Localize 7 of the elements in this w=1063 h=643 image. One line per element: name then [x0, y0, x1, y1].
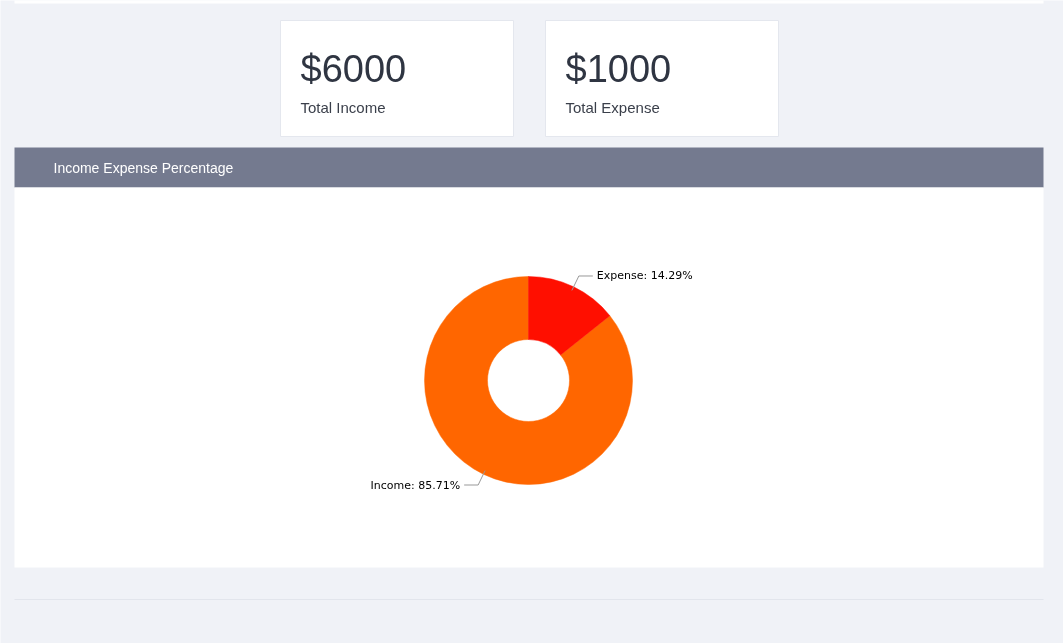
text: $1000 [565, 47, 672, 90]
slice-label: Expense: 14.29% [596, 269, 693, 283]
text: Total Expense [565, 99, 660, 116]
text: Total Income [300, 99, 386, 116]
text: Income Expense Percentage [53, 159, 234, 176]
text: $6000 [300, 47, 407, 90]
slice-label: Income: 85.71% [370, 478, 461, 492]
